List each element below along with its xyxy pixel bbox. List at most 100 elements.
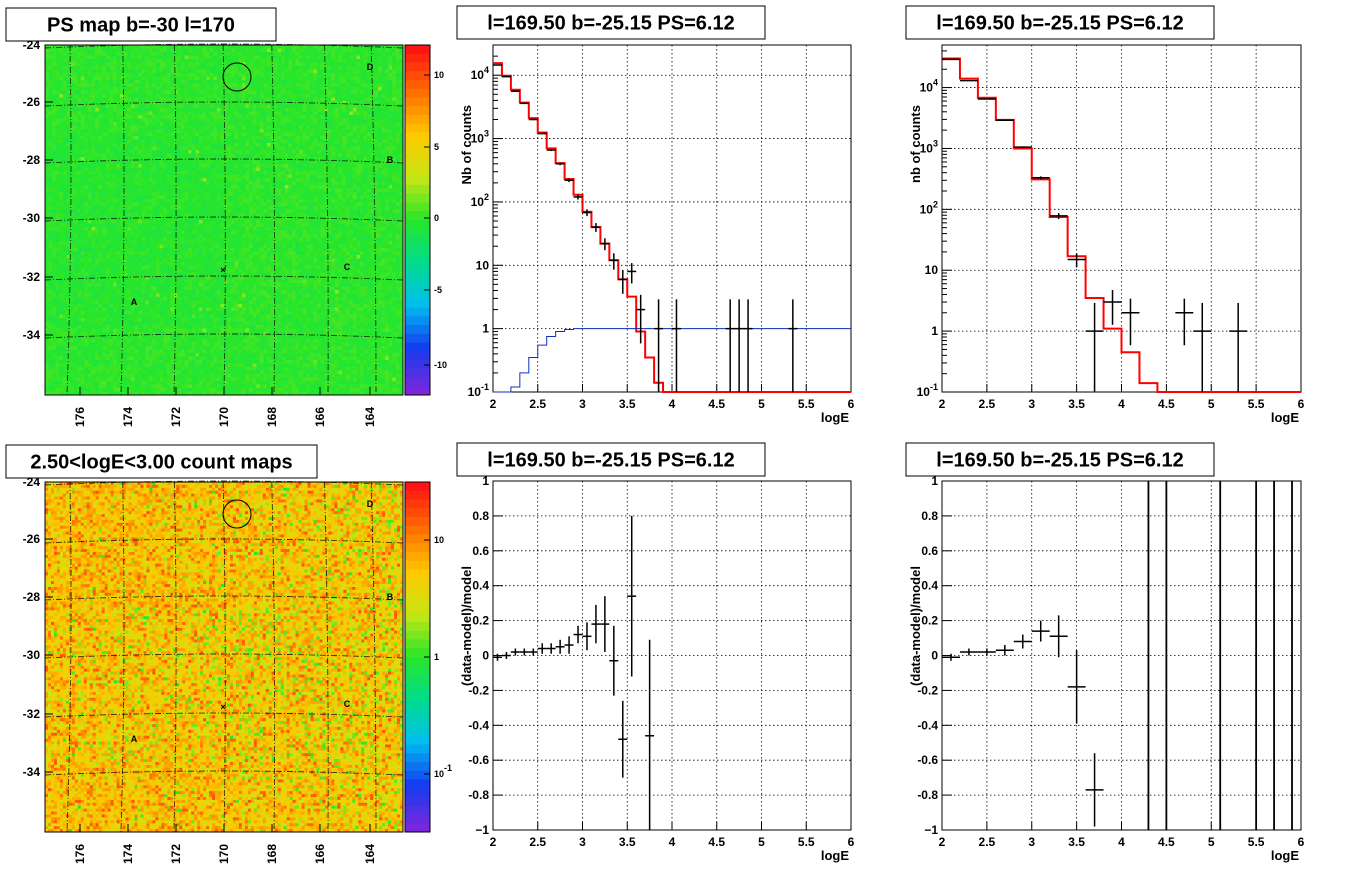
heatmap-cell	[374, 147, 378, 151]
heatmap-cell	[314, 94, 318, 98]
heatmap-cell	[378, 126, 382, 130]
heatmap-cell	[267, 136, 271, 140]
heatmap-cell	[392, 112, 396, 116]
heatmap-cell	[117, 66, 121, 70]
heatmap-cell	[106, 108, 110, 112]
heatmap-cell	[131, 91, 135, 95]
heatmap-cell	[260, 87, 264, 91]
heatmap-cell	[195, 192, 199, 196]
heatmap-cell	[49, 147, 53, 151]
heatmap-cell	[138, 175, 142, 179]
heatmap-cell	[367, 182, 371, 186]
heatmap-cell	[188, 80, 192, 84]
heatmap-cell	[260, 164, 264, 168]
heatmap-cell	[339, 108, 343, 112]
heatmap-cell	[360, 203, 364, 207]
heatmap-cell	[278, 175, 282, 179]
heatmap-cell	[288, 168, 292, 172]
heatmap-cell	[195, 178, 199, 182]
heatmap-cell	[224, 178, 228, 182]
heatmap-cell	[127, 126, 131, 130]
heatmap-cell	[353, 206, 357, 210]
heatmap-cell	[378, 147, 382, 151]
heatmap-cell	[328, 133, 332, 137]
heatmap-cell	[238, 45, 242, 49]
heatmap-cell	[321, 185, 325, 189]
heatmap-cell	[220, 52, 224, 56]
heatmap-cell	[235, 189, 239, 193]
heatmap-cell	[245, 91, 249, 95]
heatmap-cell	[267, 59, 271, 63]
heatmap-cell	[296, 115, 300, 119]
heatmap-cell	[113, 84, 117, 88]
heatmap-cell	[99, 192, 103, 196]
heatmap-cell	[292, 189, 296, 193]
heatmap-cell	[117, 77, 121, 81]
heatmap-cell	[188, 52, 192, 56]
heatmap-cell	[95, 52, 99, 56]
heatmap-cell	[242, 112, 246, 116]
heatmap-cell	[188, 101, 192, 105]
heatmap-cell	[328, 161, 332, 165]
heatmap-cell	[56, 217, 60, 221]
heatmap-cell	[177, 45, 181, 49]
heatmap-cell	[242, 182, 246, 186]
heatmap-cell	[321, 87, 325, 91]
heatmap-cell	[120, 73, 124, 77]
heatmap-cell	[303, 108, 307, 112]
heatmap-cell	[296, 87, 300, 91]
heatmap-cell	[81, 203, 85, 207]
heatmap-cell	[285, 171, 289, 175]
heatmap-cell	[77, 206, 81, 210]
heatmap-cell	[142, 49, 146, 53]
heatmap-cell	[188, 182, 192, 186]
heatmap-cell	[56, 147, 60, 151]
heatmap-cell	[306, 94, 310, 98]
heatmap-cell	[56, 143, 60, 147]
heatmap-cell	[95, 84, 99, 88]
heatmap-cell	[149, 189, 153, 193]
heatmap-cell	[188, 140, 192, 144]
heatmap-cell	[349, 189, 353, 193]
heatmap-cell	[135, 175, 139, 179]
heatmap-cell	[99, 70, 103, 74]
heatmap-cell	[117, 49, 121, 53]
heatmap-cell	[364, 203, 368, 207]
heatmap-cell	[242, 105, 246, 109]
heatmap-cell	[339, 147, 343, 151]
heatmap-cell	[192, 94, 196, 98]
heatmap-cell	[192, 150, 196, 154]
heatmap-cell	[274, 115, 278, 119]
heatmap-cell	[167, 143, 171, 147]
heatmap-cell	[328, 66, 332, 70]
heatmap-cell	[199, 63, 203, 67]
heatmap-cell	[328, 189, 332, 193]
heatmap-cell	[135, 185, 139, 189]
heatmap-cell	[160, 213, 164, 217]
heatmap-cell	[321, 133, 325, 137]
heatmap-cell	[56, 136, 60, 140]
heatmap-cell	[131, 171, 135, 175]
heatmap-cell	[131, 178, 135, 182]
heatmap-cell	[192, 84, 196, 88]
heatmap-cell	[235, 213, 239, 217]
heatmap-cell	[52, 199, 56, 203]
heatmap-cell	[52, 84, 56, 88]
heatmap-cell	[249, 101, 253, 105]
heatmap-cell	[206, 119, 210, 123]
heatmap-cell	[156, 105, 160, 109]
heatmap-cell	[288, 115, 292, 119]
heatmap-cell	[331, 80, 335, 84]
heatmap-cell	[235, 147, 239, 151]
heatmap-cell	[396, 59, 400, 63]
heatmap-cell	[160, 140, 164, 144]
heatmap-cell	[342, 98, 346, 102]
heatmap-cell	[195, 84, 199, 88]
heatmap-cell	[177, 136, 181, 140]
heatmap-cell	[138, 91, 142, 95]
heatmap-cell	[203, 161, 207, 165]
heatmap-cell	[253, 140, 257, 144]
heatmap-cell	[124, 52, 128, 56]
heatmap-cell	[181, 52, 185, 56]
heatmap-cell	[56, 77, 60, 81]
